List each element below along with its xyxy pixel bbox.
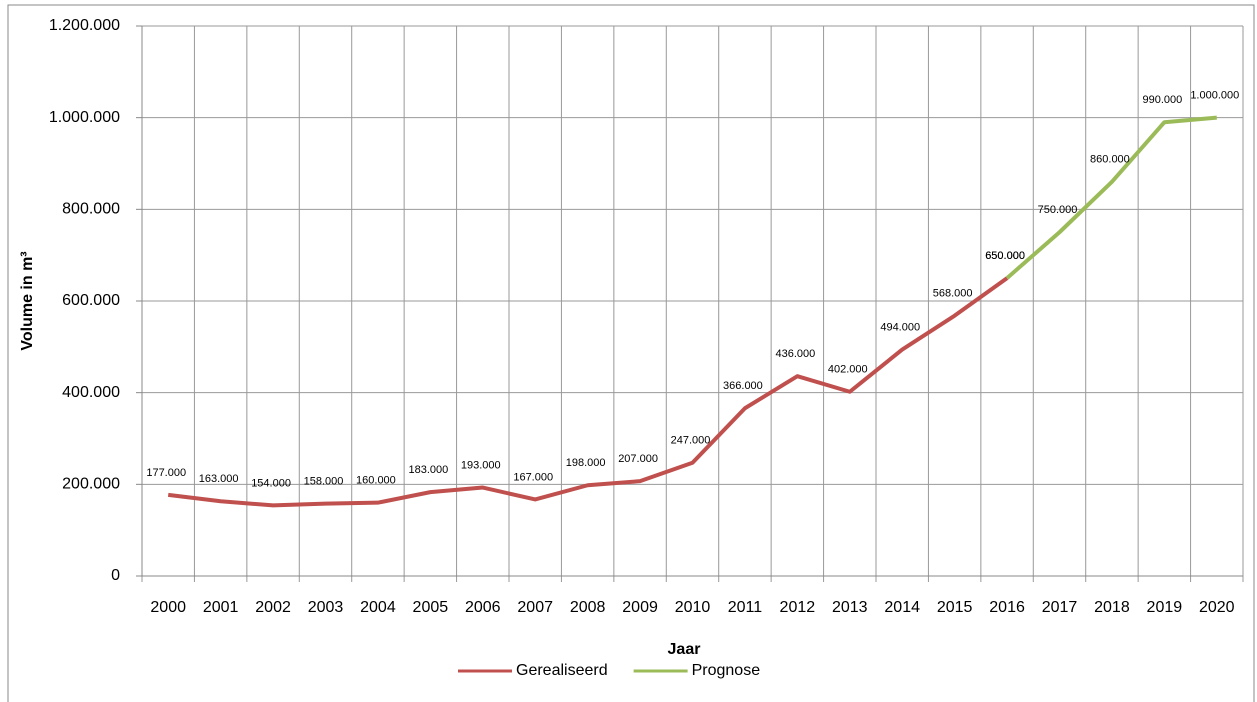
x-tick-label: 2009	[622, 599, 658, 616]
x-tick-label: 2001	[203, 599, 239, 616]
y-tick-label: 200.000	[62, 476, 120, 493]
chart-frame	[7, 4, 1255, 702]
x-tick-label: 2002	[255, 599, 291, 616]
legend-label: Prognose	[692, 662, 761, 679]
x-tick-label: 2008	[570, 599, 606, 616]
x-tick-label: 2015	[937, 599, 973, 616]
x-tick-label: 2020	[1199, 599, 1235, 616]
x-tick-label: 2005	[413, 599, 449, 616]
data-label: 494.000	[880, 321, 920, 333]
data-label: 198.000	[566, 457, 606, 469]
data-label: 990.000	[1142, 94, 1182, 106]
y-tick-label: 0	[111, 567, 120, 584]
data-label: 402.000	[828, 364, 868, 376]
y-tick-label: 800.000	[62, 201, 120, 218]
data-label: 193.000	[461, 459, 501, 471]
data-label: 750.000	[1038, 204, 1078, 216]
y-axis-title: Volume in m³	[19, 251, 36, 350]
series-line	[167, 276, 1009, 508]
x-tick-label: 2019	[1147, 599, 1183, 616]
data-label: 167.000	[513, 471, 553, 483]
x-tick-label: 2000	[150, 599, 186, 616]
x-tick-label: 2003	[308, 599, 344, 616]
y-tick-label: 1.000.000	[49, 109, 120, 126]
x-tick-label: 2018	[1094, 599, 1130, 616]
x-tick-label: 2012	[780, 599, 816, 616]
data-label: 650.000	[985, 250, 1025, 262]
y-tick-label: 600.000	[62, 292, 120, 309]
data-label: 366.000	[723, 380, 763, 392]
data-label: 160.000	[356, 475, 396, 487]
data-label: 158.000	[304, 475, 344, 487]
x-tick-label: 2014	[884, 599, 920, 616]
x-tick-label: 2016	[989, 599, 1025, 616]
data-label: 568.000	[933, 288, 973, 300]
series-line	[1005, 115, 1217, 280]
x-tick-label: 2010	[675, 599, 711, 616]
data-label: 163.000	[199, 473, 239, 485]
data-label: 183.000	[408, 464, 448, 476]
x-tick-label: 2013	[832, 599, 868, 616]
legend-label: Gerealiseerd	[516, 662, 608, 679]
x-tick-label: 2017	[1042, 599, 1078, 616]
x-tick-label: 2004	[360, 599, 396, 616]
y-tick-label: 1.200.000	[49, 17, 120, 34]
data-label: 436.000	[775, 348, 815, 360]
x-tick-label: 2006	[465, 599, 501, 616]
data-label: 860.000	[1090, 154, 1130, 166]
data-label: 1.000.000	[1190, 90, 1239, 102]
data-label: 207.000	[618, 453, 658, 465]
y-tick-label: 400.000	[62, 384, 120, 401]
data-label: 154.000	[251, 477, 291, 489]
x-tick-label: 2011	[728, 599, 763, 616]
data-label: 650.000	[985, 250, 1025, 262]
x-axis-title: Jaar	[668, 641, 701, 658]
data-label: 247.000	[671, 435, 711, 447]
x-tick-label: 2007	[517, 599, 553, 616]
data-label: 177.000	[146, 467, 186, 479]
